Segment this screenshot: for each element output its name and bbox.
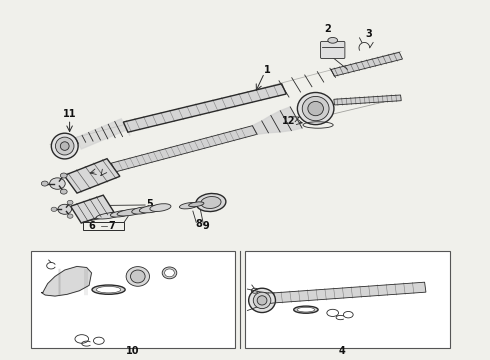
Ellipse shape <box>165 269 174 277</box>
Polygon shape <box>123 84 286 132</box>
Polygon shape <box>41 266 92 296</box>
Polygon shape <box>75 119 130 149</box>
Text: 10: 10 <box>126 346 140 356</box>
Polygon shape <box>331 52 402 76</box>
Circle shape <box>51 207 57 211</box>
Ellipse shape <box>130 270 145 283</box>
Bar <box>245 251 450 348</box>
Ellipse shape <box>179 203 198 209</box>
Text: 12: 12 <box>282 116 295 126</box>
Text: 3: 3 <box>365 29 371 39</box>
Ellipse shape <box>308 102 323 116</box>
FancyBboxPatch shape <box>320 41 345 59</box>
Ellipse shape <box>97 287 121 293</box>
Circle shape <box>67 201 73 204</box>
Ellipse shape <box>126 267 149 286</box>
Polygon shape <box>71 195 114 223</box>
Ellipse shape <box>110 211 131 217</box>
Polygon shape <box>334 95 401 105</box>
Polygon shape <box>273 282 426 303</box>
Ellipse shape <box>96 212 121 219</box>
Circle shape <box>58 204 72 214</box>
Circle shape <box>60 173 67 178</box>
Ellipse shape <box>253 292 271 309</box>
Polygon shape <box>64 159 120 193</box>
Ellipse shape <box>297 307 315 312</box>
Circle shape <box>67 214 73 218</box>
Bar <box>83 222 124 230</box>
Circle shape <box>41 181 48 186</box>
Text: 11: 11 <box>63 109 76 119</box>
Ellipse shape <box>60 142 69 150</box>
Circle shape <box>60 189 67 194</box>
Text: 6: 6 <box>88 221 95 231</box>
Text: 8: 8 <box>196 219 202 229</box>
Ellipse shape <box>55 137 74 155</box>
Text: 12: 12 <box>95 164 108 174</box>
Text: 4: 4 <box>339 346 346 356</box>
Ellipse shape <box>196 193 226 212</box>
Text: 1: 1 <box>264 65 270 75</box>
Ellipse shape <box>257 296 267 305</box>
Text: 9: 9 <box>203 221 209 231</box>
Polygon shape <box>111 126 257 172</box>
Ellipse shape <box>150 204 171 211</box>
Ellipse shape <box>294 306 318 313</box>
Bar <box>30 251 235 348</box>
Ellipse shape <box>328 37 338 43</box>
Text: 2: 2 <box>324 24 331 34</box>
Ellipse shape <box>297 93 334 125</box>
Ellipse shape <box>51 133 78 159</box>
Ellipse shape <box>248 288 275 312</box>
Circle shape <box>49 178 65 189</box>
Polygon shape <box>252 107 302 134</box>
Ellipse shape <box>139 205 162 213</box>
Ellipse shape <box>92 285 125 294</box>
Ellipse shape <box>201 197 221 208</box>
Text: 7: 7 <box>109 221 115 231</box>
Ellipse shape <box>302 96 329 121</box>
Text: 5: 5 <box>147 199 153 209</box>
Ellipse shape <box>162 267 177 279</box>
Ellipse shape <box>132 207 151 214</box>
Ellipse shape <box>189 202 204 207</box>
Ellipse shape <box>117 209 144 216</box>
